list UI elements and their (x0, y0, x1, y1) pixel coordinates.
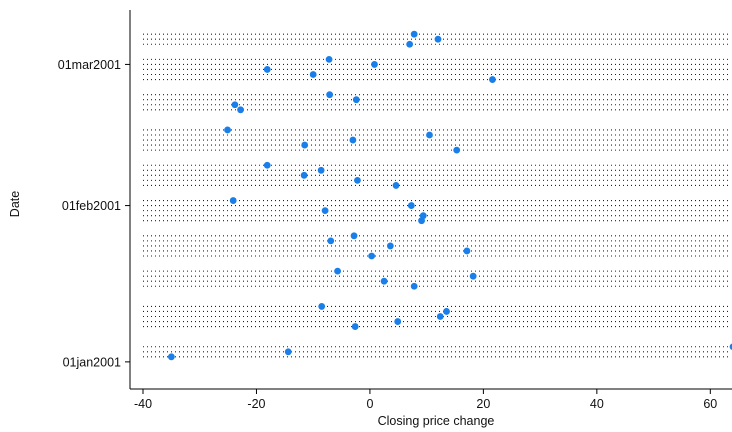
data-point (351, 323, 359, 330)
data-point (436, 313, 444, 320)
data-point (380, 277, 388, 285)
data-point (334, 267, 341, 275)
data-point (443, 308, 450, 315)
data-point (318, 303, 326, 310)
data-point (229, 197, 237, 204)
data-point (419, 212, 427, 220)
y-tick-label: 01feb2001 (62, 199, 121, 213)
data-point (406, 40, 414, 48)
x-tick-label: -20 (247, 397, 265, 411)
x-tick-label: 0 (366, 397, 373, 411)
data-point (453, 146, 461, 154)
y-tick-label: 01mar2001 (58, 58, 121, 72)
data-point (317, 166, 325, 174)
data-point (263, 66, 271, 73)
data-point (426, 131, 433, 139)
data-point (463, 247, 471, 255)
data-point (167, 353, 175, 361)
data-point (237, 106, 244, 114)
data-point (350, 232, 358, 240)
y-tick-label: 01jan2001 (63, 355, 121, 369)
data-point (327, 237, 335, 245)
y-axis-title: Date (8, 191, 22, 217)
data-point (326, 91, 334, 99)
data-point (410, 282, 418, 290)
data-point (368, 252, 376, 260)
data-point (321, 207, 329, 215)
data-point (349, 136, 357, 144)
data-point (224, 126, 231, 134)
dotted-gridlines (143, 33, 731, 358)
data-point (410, 30, 418, 38)
data-point (489, 76, 496, 83)
data-point (407, 202, 415, 209)
data-points (167, 30, 732, 361)
y-axis-ticks: 01jan2001 01feb2001 01mar2001 (58, 58, 130, 369)
data-point (371, 61, 378, 68)
data-point (394, 318, 402, 325)
data-point (354, 176, 361, 184)
data-point (352, 96, 360, 104)
data-point (386, 242, 394, 250)
data-point (729, 343, 732, 350)
data-point (263, 161, 271, 169)
x-tick-label: 40 (590, 397, 604, 411)
data-point (301, 141, 309, 149)
data-point (469, 272, 477, 280)
x-tick-label: 20 (476, 397, 490, 411)
x-tick-label: -40 (134, 397, 152, 411)
x-axis-ticks: -40 -20 0 20 40 60 (134, 389, 717, 411)
data-point (284, 348, 292, 356)
x-axis-title: Closing price change (378, 414, 495, 428)
data-point (392, 182, 400, 189)
data-point (309, 71, 317, 78)
x-tick-label: 60 (703, 397, 717, 411)
data-point (325, 55, 333, 63)
data-point (434, 35, 442, 43)
data-point (300, 171, 308, 179)
data-point (231, 101, 239, 109)
